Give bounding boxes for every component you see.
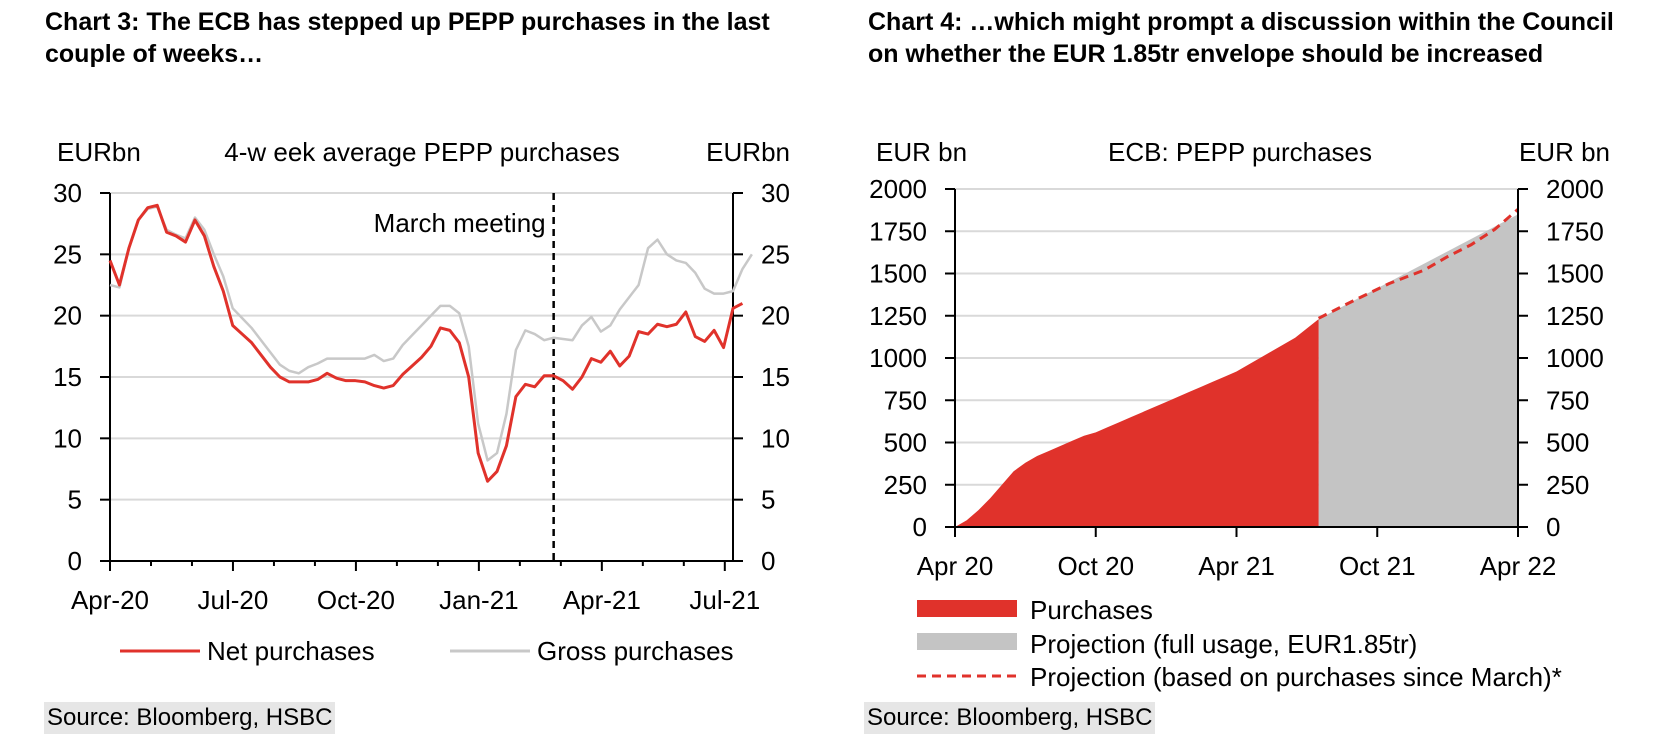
chart3-ytick-label-left: 15 — [53, 362, 82, 392]
chart4-ytick-label-right: 1000 — [1546, 343, 1604, 373]
chart3-legend-gross-label: Gross purchases — [537, 636, 734, 666]
chart4-ytick-label-left: 1000 — [869, 343, 927, 373]
chart4-legend-purchases-swatch — [917, 600, 1017, 617]
chart3-title: 4-w eek average PEPP purchases — [224, 137, 620, 167]
chart4-xtick-label: Apr 20 — [917, 551, 994, 581]
chart3-heading: Chart 3: The ECB has stepped up PEPP pur… — [45, 8, 770, 68]
chart3-ytick-label-right: 20 — [761, 301, 790, 331]
chart3-net-purchases-line — [108, 203, 744, 483]
chart4-ytick-label-right: 2000 — [1546, 174, 1604, 204]
chart3-ytick-label-left: 0 — [68, 546, 82, 576]
chart4-ylabel-right: EUR bn — [1519, 137, 1610, 167]
chart4-ytick-label-right: 750 — [1546, 385, 1589, 415]
chart4-legend-projection-swatch — [917, 633, 1017, 650]
chart4-projection-dashed-line — [1317, 208, 1519, 320]
chart4-projection-area — [1318, 214, 1518, 527]
chart4-xtick-label: Oct 21 — [1339, 551, 1416, 581]
chart4-ytick-label-left: 0 — [913, 512, 927, 542]
chart3-ytick-label-right: 10 — [761, 423, 790, 453]
chart4-ytick-label-left: 750 — [884, 385, 927, 415]
chart4-source: Source: Bloomberg, HSBC — [864, 702, 1156, 734]
chart3-ytick-label-left: 25 — [53, 239, 82, 269]
chart4-legend-projection-label: Projection (full usage, EUR1.85tr) — [1030, 629, 1417, 659]
chart3-ytick-label-right: 5 — [761, 485, 775, 515]
chart4-xtick-label: Oct 20 — [1057, 551, 1134, 581]
chart4-ytick-label-right: 1250 — [1546, 301, 1604, 331]
chart4-ytick-label-left: 1750 — [869, 216, 927, 246]
chart4-ytick-label-right: 1750 — [1546, 216, 1604, 246]
chart4-ytick-label-left: 1500 — [869, 259, 927, 289]
chart3-xtick-label: Jul-20 — [198, 585, 269, 615]
chart3-xtick-label: Jul-21 — [689, 585, 760, 615]
chart4-ytick-label-left: 500 — [884, 428, 927, 458]
chart4-legend-purchases-label: Purchases — [1030, 595, 1153, 625]
chart3-legend-net-label: Net purchases — [207, 636, 375, 666]
chart3-ytick-label-right: 0 — [761, 546, 775, 576]
chart3-xtick-label: Jan-21 — [439, 585, 519, 615]
chart4-ylabel-left: EUR bn — [876, 137, 967, 167]
chart3-xtick-label: Apr-20 — [71, 585, 149, 615]
chart4-ytick-label-left: 250 — [884, 470, 927, 500]
chart4-xtick-label: Apr 22 — [1480, 551, 1557, 581]
chart3-source: Source: Bloomberg, HSBC — [44, 702, 336, 734]
chart3-ylabel-left: EURbn — [57, 137, 141, 167]
chart4-ytick-label-left: 1250 — [869, 301, 927, 331]
chart3-ylabel-right: EURbn — [706, 137, 790, 167]
chart4-ytick-label-right: 500 — [1546, 428, 1589, 458]
chart4-legend-dashed-label: Projection (based on purchases since Mar… — [1030, 662, 1562, 692]
chart3-xtick-label: Oct-20 — [317, 585, 395, 615]
chart4-ytick-label-right: 250 — [1546, 470, 1589, 500]
chart4-purchases-area — [955, 319, 1319, 527]
chart3-ytick-label-left: 30 — [53, 178, 82, 208]
chart3-ytick-label-right: 30 — [761, 178, 790, 208]
chart3-annotation: March meeting — [374, 208, 546, 238]
chart3-xtick-label: Apr-21 — [563, 585, 641, 615]
chart3-ytick-label-left: 10 — [53, 423, 82, 453]
chart3-ytick-label-right: 15 — [761, 362, 790, 392]
chart4-ytick-label-left: 2000 — [869, 174, 927, 204]
chart3-ytick-label-left: 20 — [53, 301, 82, 331]
chart4-heading: Chart 4: …which might prompt a discussio… — [868, 8, 1614, 68]
chart4-ytick-label-right: 1500 — [1546, 259, 1604, 289]
chart4-ytick-label-right: 0 — [1546, 512, 1560, 542]
chart3-ytick-label-left: 5 — [68, 485, 82, 515]
chart4-xtick-label: Apr 21 — [1198, 551, 1275, 581]
chart4-title: ECB: PEPP purchases — [1108, 137, 1372, 167]
chart3-ytick-label-right: 25 — [761, 239, 790, 269]
chart3-gross-purchases-line — [109, 205, 753, 462]
